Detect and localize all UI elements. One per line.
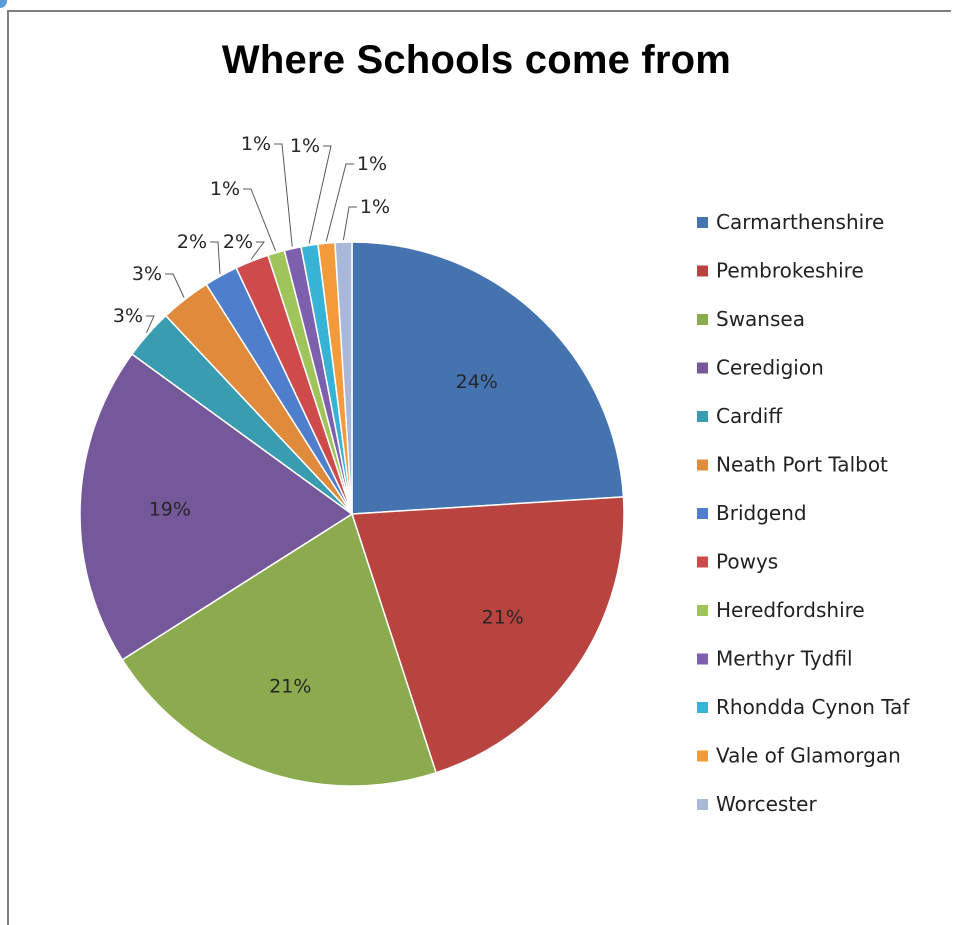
legend-label-heredfordshire: Heredfordshire <box>716 598 865 622</box>
leader-line-bridgend <box>210 241 221 274</box>
legend-label-carmarthenshire: Carmarthenshire <box>716 210 884 234</box>
data-label-carmarthenshire: 24% <box>456 371 498 393</box>
data-label-rhondda-cynon-taf: 1% <box>290 135 320 157</box>
legend-swatch-bridgend <box>697 508 708 519</box>
legend-swatch-worcester <box>697 799 708 810</box>
legend-label-swansea: Swansea <box>716 307 805 331</box>
slice-ceredigion <box>79 353 354 661</box>
leader-line-vale-of-glamorgan <box>325 163 354 242</box>
data-labels: 24% 21% 21% 19% 3% 3% 2% 2% 1% 1% 1% 1% 1% <box>113 133 524 697</box>
legend-swatch-merthyr-tydfil <box>697 653 708 665</box>
legend-label-vale-of-glamorgan: Vale of Glamorgan <box>716 744 901 768</box>
data-label-merthyr-tydfil: 1% <box>241 133 271 155</box>
leader-line-powys <box>250 241 265 260</box>
data-label-worcester: 1% <box>360 196 390 218</box>
data-label-swansea: 21% <box>269 675 311 697</box>
legend-label-cardiff: Cardiff <box>716 404 783 428</box>
leader-line-neath-port-talbot <box>165 273 185 298</box>
leader-line-worcester <box>342 206 357 241</box>
legend-swatch-pembrokeshire <box>697 265 708 277</box>
legend-swatch-vale-of-glamorgan <box>697 750 708 762</box>
chart-title: Where Schools come from <box>221 38 732 82</box>
slice-worcester <box>334 241 353 515</box>
corner-marker <box>0 0 7 8</box>
data-label-vale-of-glamorgan: 1% <box>357 153 387 175</box>
leader-line-rhondda-cynon-taf <box>308 145 332 244</box>
slice-pembrokeshire <box>350 496 625 774</box>
legend-swatch-neath-port-talbot <box>697 459 708 471</box>
data-label-heredfordshire: 1% <box>210 178 240 200</box>
data-label-pembrokeshire: 21% <box>482 606 524 628</box>
data-label-ceredigion: 19% <box>149 498 191 520</box>
legend-swatch-powys <box>697 556 708 568</box>
legend-label-rhondda-cynon-taf: Rhondda Cynon Taf <box>716 695 910 719</box>
legend-label-bridgend: Bridgend <box>716 501 807 525</box>
leader-line-merthyr-tydfil <box>274 143 293 247</box>
legend-label-merthyr-tydfil: Merthyr Tydfil <box>716 647 853 671</box>
legend-swatch-cardiff <box>697 411 708 422</box>
slice-carmarthenshire <box>351 241 625 515</box>
legend-swatch-swansea <box>697 314 708 325</box>
legend: Carmarthenshire Pembrokeshire Swansea Cered… <box>697 210 910 816</box>
legend-label-powys: Powys <box>716 550 778 574</box>
slice-swansea <box>121 512 437 787</box>
legend-swatch-carmarthenshire <box>697 217 708 228</box>
legend-label-neath-port-talbot: Neath Port Talbot <box>716 453 888 477</box>
data-label-powys: 2% <box>223 231 253 253</box>
data-label-bridgend: 2% <box>177 231 207 253</box>
legend-swatch-rhondda-cynon-taf <box>697 702 708 713</box>
data-label-neath-port-talbot: 3% <box>132 263 162 285</box>
legend-label-ceredigion: Ceredigion <box>716 356 824 380</box>
leader-line-cardiff <box>146 315 155 334</box>
leader-lines <box>146 143 357 334</box>
pie-slices <box>79 241 625 787</box>
legend-swatch-heredfordshire <box>697 605 708 616</box>
legend-label-pembrokeshire: Pembrokeshire <box>716 259 864 283</box>
leader-line-heredfordshire <box>243 188 277 252</box>
legend-label-worcester: Worcester <box>716 792 817 816</box>
legend-swatch-ceredigion <box>697 362 708 374</box>
data-label-cardiff: 3% <box>113 305 143 327</box>
